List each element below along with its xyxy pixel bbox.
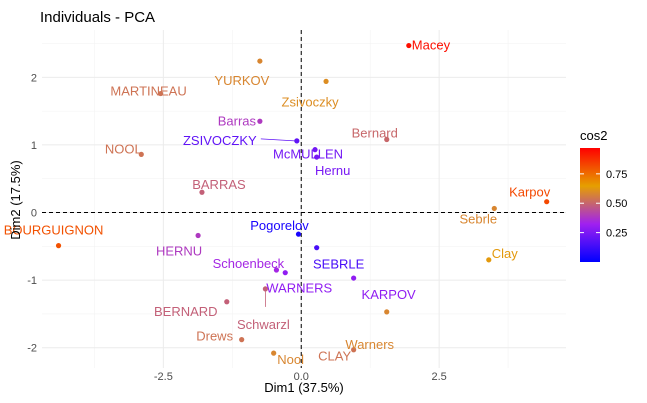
x-axis-title: Dim1 (37.5%) xyxy=(264,380,343,395)
point-label: SEBRLE xyxy=(313,257,365,272)
data-point xyxy=(491,205,497,212)
cos2-legend: cos2 0.25 0.50 0.75 xyxy=(580,128,627,262)
x-tick-label: 0.0 xyxy=(294,371,309,383)
data-point xyxy=(314,154,320,160)
point-label: Bernard xyxy=(352,126,398,141)
data-point xyxy=(257,118,263,124)
data-point xyxy=(314,245,320,251)
data-point xyxy=(224,299,230,305)
data-point xyxy=(157,90,164,97)
point-label: MARTINEAU xyxy=(110,84,186,99)
data-point xyxy=(239,337,245,343)
point-label: KARPOV xyxy=(362,287,417,302)
point-label: Zsivoczky xyxy=(282,94,340,109)
data-point xyxy=(351,275,357,281)
legend-tick-label: 0.75 xyxy=(606,169,627,181)
legend-colorbar xyxy=(580,148,600,262)
point-label: Warners xyxy=(345,337,394,352)
y-tick-label: 1 xyxy=(31,140,37,152)
point-label: ZSIVOCZKY xyxy=(183,133,257,148)
data-point xyxy=(544,199,550,205)
point-label: BERNARD xyxy=(154,304,218,319)
point-label: Sebrle xyxy=(460,211,498,226)
y-axis-title: Dim2 (17.5%) xyxy=(8,160,23,239)
x-tick-label: -2.5 xyxy=(154,371,173,383)
x-tick-label: 2.5 xyxy=(431,371,446,383)
point-label: Hernu xyxy=(315,163,350,178)
point-label: Barras xyxy=(218,113,257,128)
data-point xyxy=(384,309,390,315)
point-label: McMULLEN xyxy=(273,147,343,162)
chart-title: Individuals - PCA xyxy=(40,9,155,26)
data-point xyxy=(486,257,492,263)
label-leader-line xyxy=(260,138,295,142)
y-tick-label: 0 xyxy=(31,208,37,220)
point-label: Nool xyxy=(277,352,304,367)
point-label: NOOL xyxy=(105,141,142,156)
point-label: Karpov xyxy=(509,185,551,200)
y-tick-label: -2 xyxy=(27,343,37,355)
data-point xyxy=(257,58,263,64)
plot-panel: -2.5 0.0 2.5 -2 -1 0 1 2 Macey YURKOV MARTINEAU Zsi… xyxy=(4,30,566,383)
point-label: Drews xyxy=(196,329,233,344)
point-label: Pogorelov xyxy=(250,218,309,233)
point-label: BOURGUIGNON xyxy=(4,223,104,238)
data-point xyxy=(295,231,302,237)
data-point xyxy=(282,270,288,276)
data-point xyxy=(273,267,280,273)
point-label: BARRAS xyxy=(192,177,246,192)
data-point xyxy=(351,347,357,353)
legend-tick-label: 0.25 xyxy=(606,228,627,240)
y-tick-label: 2 xyxy=(31,72,37,84)
point-label: Schoenbeck xyxy=(213,256,285,271)
point-label: HERNU xyxy=(156,244,202,259)
point-label: CLAY xyxy=(318,349,351,364)
point-label: YURKOV xyxy=(214,73,269,88)
data-point xyxy=(323,78,329,84)
data-point xyxy=(384,136,390,143)
points xyxy=(55,42,550,356)
legend-tick-label: 0.50 xyxy=(606,198,627,210)
point-label: Schwarzl xyxy=(237,317,290,332)
data-point xyxy=(195,232,201,239)
point-labels: Macey YURKOV MARTINEAU Zsivoczky Barras Berna… xyxy=(4,38,551,368)
data-point xyxy=(271,350,277,356)
legend-title: cos2 xyxy=(580,128,607,143)
data-point xyxy=(406,42,412,49)
data-point xyxy=(138,151,144,157)
y-tick-label: -1 xyxy=(27,275,37,287)
data-point xyxy=(199,189,205,195)
point-label: WARNERS xyxy=(266,281,332,296)
point-label: Clay xyxy=(492,246,519,261)
data-point xyxy=(312,147,318,153)
data-point xyxy=(55,243,62,249)
point-label: Macey xyxy=(412,38,451,53)
data-point xyxy=(294,138,300,144)
